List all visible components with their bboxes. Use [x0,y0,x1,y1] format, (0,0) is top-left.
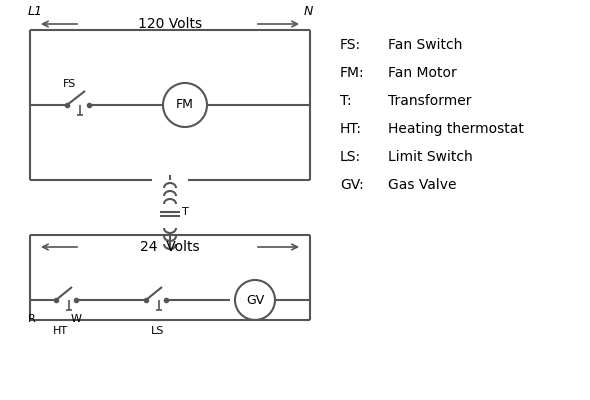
Text: GV:: GV: [340,178,364,192]
Text: Transformer: Transformer [388,94,471,108]
Text: 120 Volts: 120 Volts [138,17,202,31]
Text: LS:: LS: [340,150,361,164]
Text: T: T [182,207,189,217]
Text: HT: HT [53,326,68,336]
Text: L1: L1 [28,5,43,18]
Text: R: R [28,314,36,324]
Text: 24  Volts: 24 Volts [140,240,200,254]
Text: Fan Motor: Fan Motor [388,66,457,80]
Text: FS:: FS: [340,38,361,52]
Text: FM:: FM: [340,66,365,80]
Text: LS: LS [151,326,165,336]
Text: FM: FM [176,98,194,112]
Text: Limit Switch: Limit Switch [388,150,473,164]
Text: T:: T: [340,94,352,108]
Text: FS: FS [63,79,76,89]
Text: HT:: HT: [340,122,362,136]
Text: Fan Switch: Fan Switch [388,38,463,52]
Text: Heating thermostat: Heating thermostat [388,122,524,136]
Text: N: N [304,5,313,18]
Text: W: W [70,314,81,324]
Text: GV: GV [246,294,264,306]
Text: Gas Valve: Gas Valve [388,178,457,192]
